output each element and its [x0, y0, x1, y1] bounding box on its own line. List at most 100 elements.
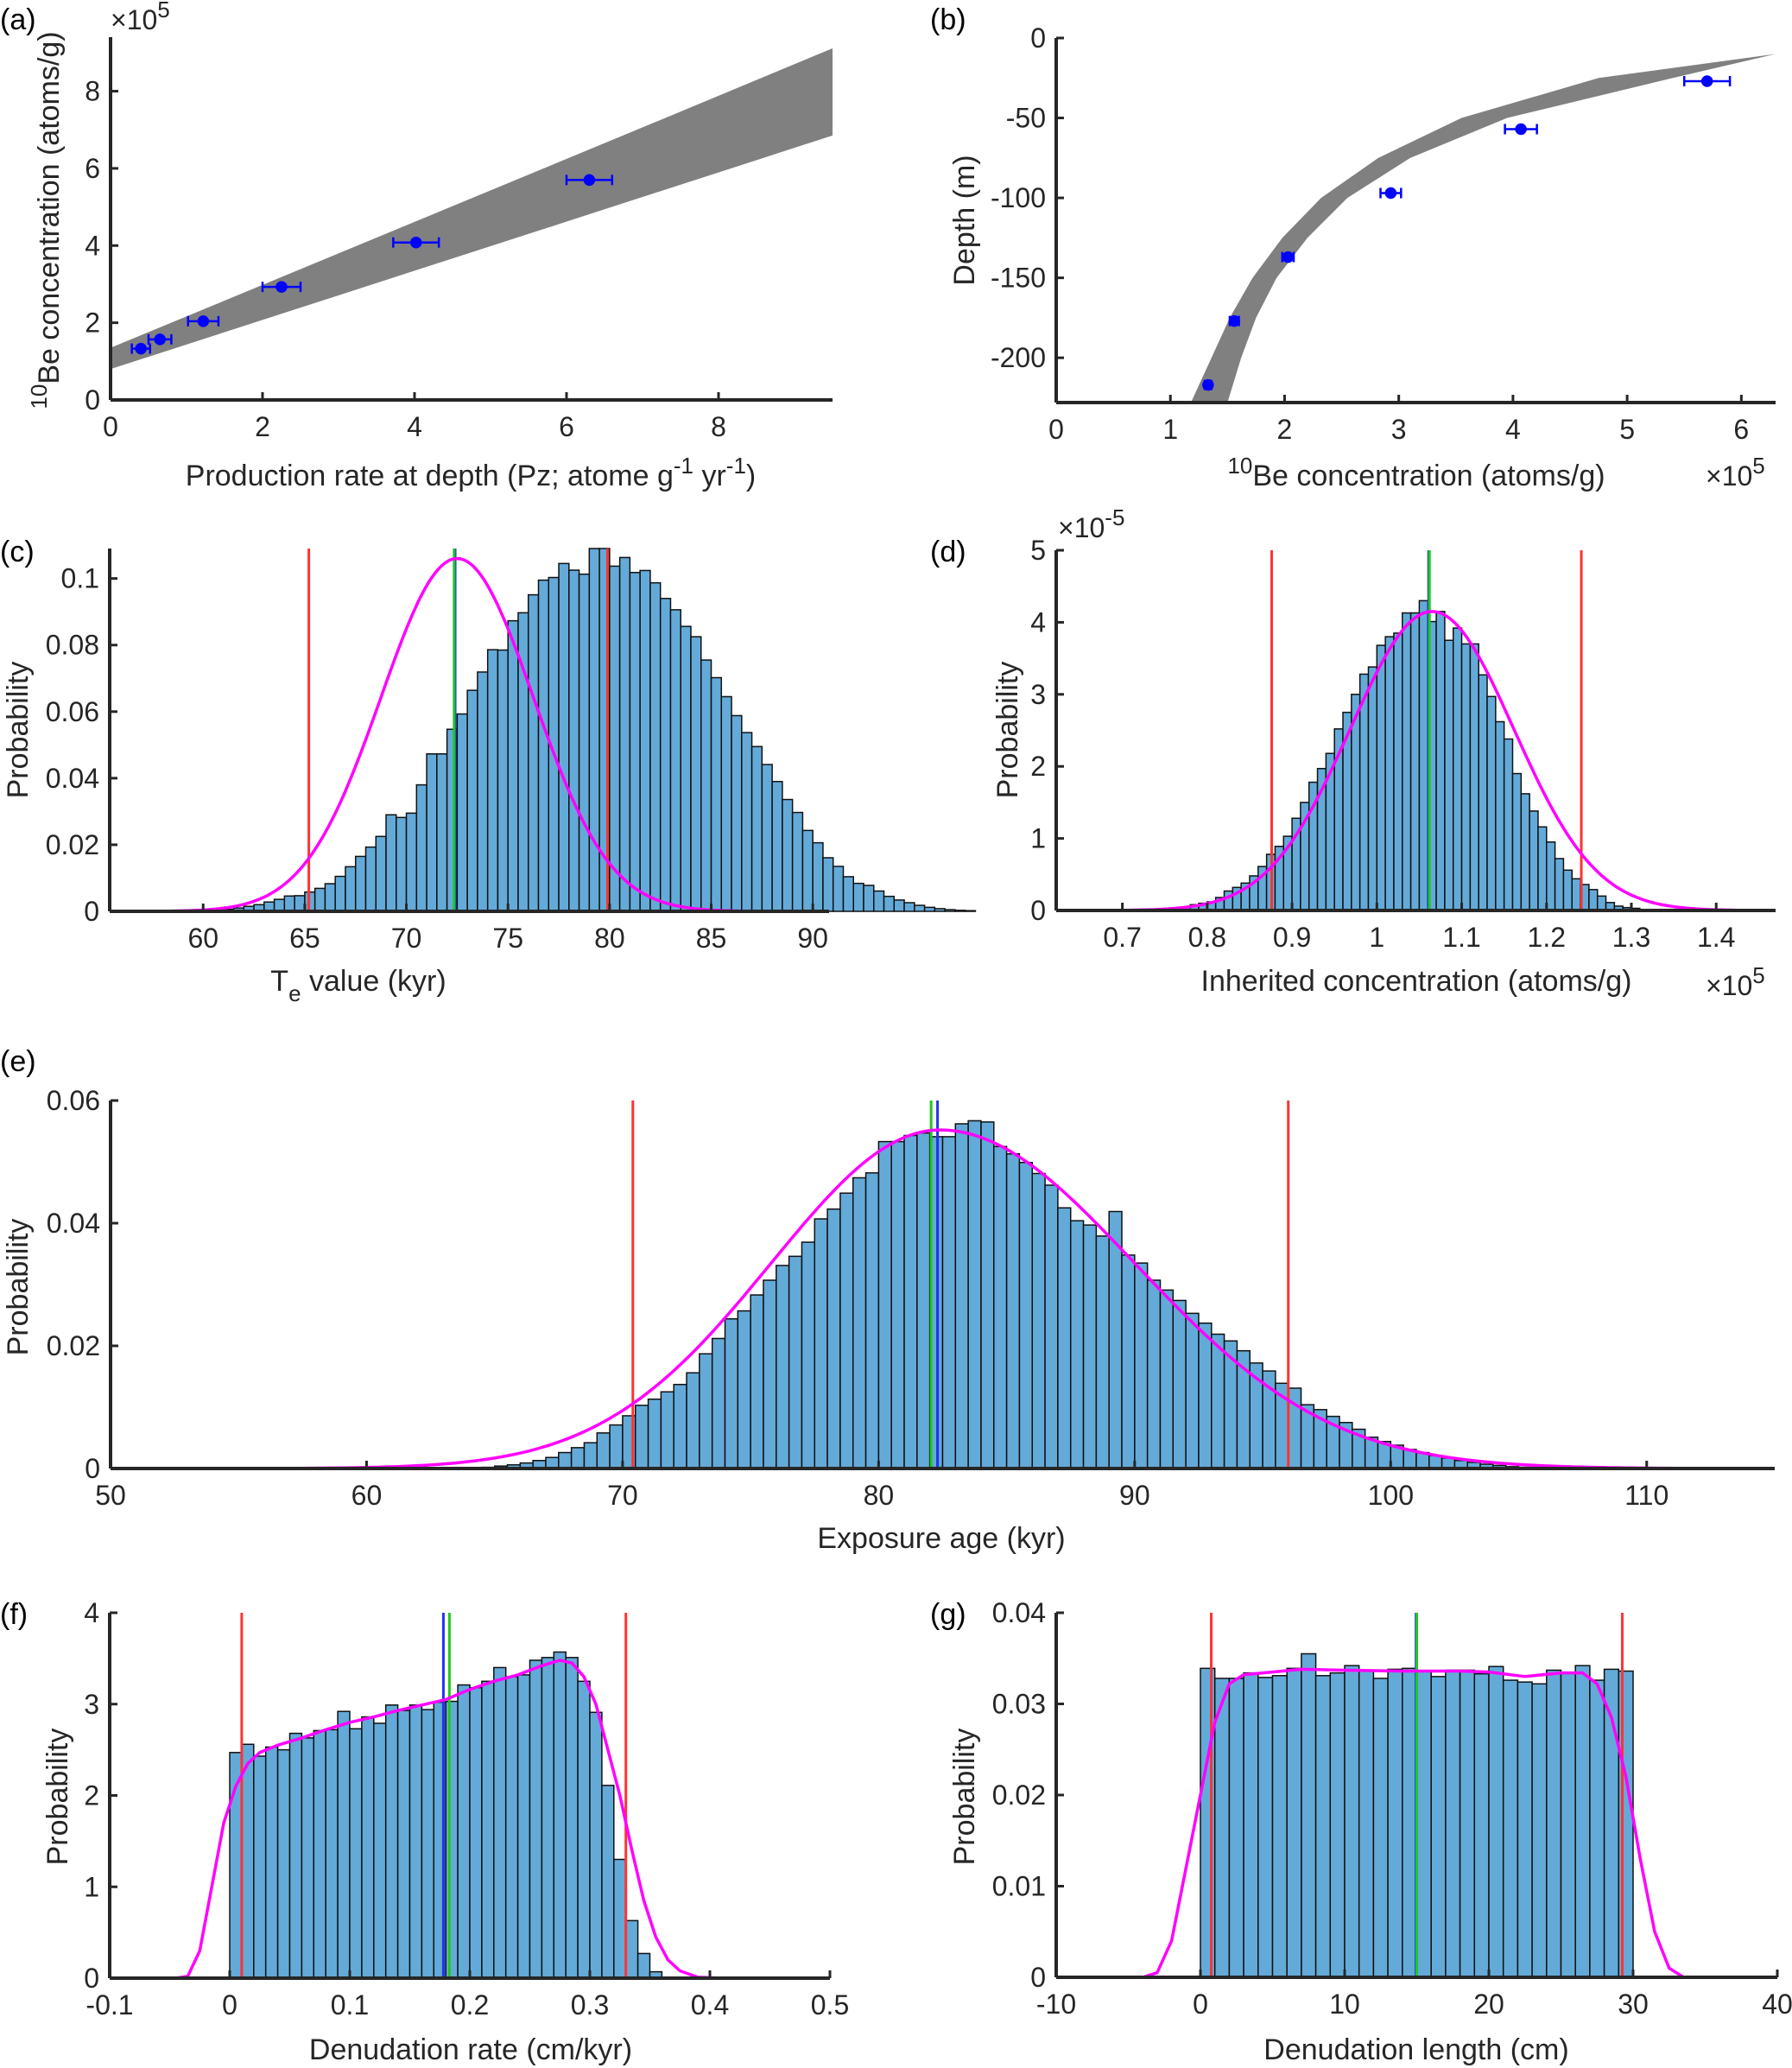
histogram-bar-d	[1486, 695, 1497, 911]
histogram-bar-e	[1082, 1224, 1098, 1469]
panel-label-a: (a)	[0, 3, 36, 36]
x-tick-label-f: 0.4	[691, 1989, 729, 2020]
histogram-bar-f	[577, 1680, 591, 1979]
histogram-bar-f	[384, 1704, 399, 1979]
x-tick-label-c: 60	[187, 923, 218, 954]
histogram-bar-e	[1069, 1220, 1085, 1469]
marker	[135, 342, 147, 355]
histogram-bar-f	[504, 1676, 519, 1979]
histogram-bar-f	[601, 1785, 615, 1979]
panel-label-b: (b)	[930, 3, 966, 36]
pdf-curve-e	[135, 1128, 1751, 1470]
panel-label-e: (e)	[0, 1045, 36, 1078]
y-tick-label-e: 0.06	[47, 1085, 100, 1116]
xlabel-g: Denudation length (cm)	[1263, 2033, 1568, 2066]
histogram-bar-d	[1596, 895, 1607, 911]
histogram-bar-c	[273, 898, 286, 912]
y-tick-label-c: 0.1	[61, 563, 99, 594]
histogram-bar-g	[1314, 1675, 1332, 1978]
panel-label-d: (d)	[930, 536, 966, 568]
histogram-bar-e	[570, 1447, 586, 1469]
histogram-bar-f	[565, 1657, 579, 1979]
histogram-bar-c	[680, 625, 692, 912]
histogram-bar-c	[568, 569, 580, 912]
y-tick-label-b: -200	[991, 342, 1046, 373]
histogram-bar-f	[636, 1952, 651, 1979]
histogram-bar-e	[583, 1442, 598, 1469]
histogram-bar-d	[1562, 869, 1573, 911]
histogram-bar-f	[241, 1743, 255, 1979]
histogram-bar-e	[954, 1123, 969, 1469]
x-multiplier-b: ×105	[1706, 453, 1765, 492]
histogram-bar-c	[954, 910, 966, 912]
histogram-bar-d	[1537, 826, 1548, 911]
histogram-bar-d	[1384, 636, 1395, 911]
histogram-bar-e	[801, 1241, 816, 1469]
x-tick-label-a: 2	[255, 411, 270, 442]
y-tick-label-g: 0.01	[992, 1871, 1046, 1902]
histogram-bar-g	[1286, 1667, 1302, 1978]
histogram-bar-c	[345, 866, 357, 912]
y-tick-label-e: 0	[85, 1453, 100, 1484]
pdf-curve-f	[175, 1659, 770, 1980]
marker	[1282, 251, 1295, 263]
fit-line	[110, 133, 833, 366]
marker	[1700, 75, 1713, 87]
data-point-b	[1281, 251, 1295, 263]
pdf-curve-g	[1142, 1667, 1691, 1979]
histogram-bar-c	[415, 783, 427, 912]
histogram-bar-e	[1211, 1333, 1225, 1469]
histogram-bar-e	[826, 1208, 841, 1469]
histogram-bar-e	[839, 1192, 854, 1469]
x-tick-label-e: 70	[607, 1480, 638, 1511]
histogram-bar-e	[1198, 1322, 1213, 1469]
x-tick-label-c: 90	[797, 923, 828, 954]
marker	[154, 333, 166, 346]
histogram-bar-g	[1402, 1667, 1418, 1978]
histogram-bar-e	[673, 1383, 687, 1469]
histogram-bar-e	[1121, 1254, 1136, 1469]
histogram-bar-c	[812, 841, 824, 912]
histogram-bar-e	[890, 1140, 905, 1469]
histogram-bar-c	[558, 562, 570, 912]
histogram-bar-f	[301, 1737, 315, 1979]
x-tick-label-f: 0.2	[451, 1989, 489, 2020]
histogram-bar-d	[1571, 878, 1581, 911]
histogram-bar-c	[283, 895, 295, 912]
y-multiplier-a: ×105	[111, 0, 170, 35]
histogram-bar-c	[659, 598, 672, 912]
pdf-curve-d	[1067, 610, 1765, 912]
x-tick-label-g: 20	[1473, 1989, 1504, 2020]
histogram-bar-c	[852, 882, 864, 912]
xlabel-b: 10Be concentration (atoms/g)	[1227, 453, 1605, 492]
y-tick-label-f: 4	[84, 1597, 99, 1628]
histogram-bar-c	[822, 857, 834, 912]
histogram-bar-e	[750, 1294, 764, 1469]
histogram-bar-g	[1560, 1672, 1576, 1978]
histogram-bar-c	[618, 556, 631, 912]
histogram-bar-c	[497, 649, 509, 912]
histogram-bar-d	[1460, 643, 1472, 911]
histogram-bar-g	[1329, 1672, 1346, 1978]
y-tick-label-e: 0.02	[47, 1330, 100, 1361]
marker	[583, 174, 596, 187]
histogram-bar-d	[1223, 890, 1234, 911]
y-tick-label-c: 0.04	[46, 763, 99, 794]
x-tick-label-b: 3	[1391, 414, 1407, 445]
histogram-bar-f	[253, 1755, 267, 1979]
histogram-bar-f	[288, 1732, 303, 1979]
histogram-bar-g	[1546, 1669, 1562, 1978]
histogram-bar-d	[1393, 632, 1403, 911]
fit-line	[110, 129, 833, 368]
histogram-bar-e	[763, 1279, 777, 1469]
marker	[197, 315, 210, 327]
histogram-bar-f	[396, 1710, 411, 1979]
xlabel-e: Exposure age (kyr)	[817, 1522, 1065, 1555]
y-tick-label-g: 0.02	[992, 1779, 1046, 1811]
histogram-bar-f	[408, 1704, 423, 1979]
x-tick-label-c: 75	[492, 923, 523, 954]
histogram-bar-e	[1146, 1279, 1162, 1469]
histogram-bar-c	[639, 569, 651, 912]
y-tick-label-f: 2	[84, 1780, 99, 1811]
histogram-bar-c	[944, 909, 956, 912]
